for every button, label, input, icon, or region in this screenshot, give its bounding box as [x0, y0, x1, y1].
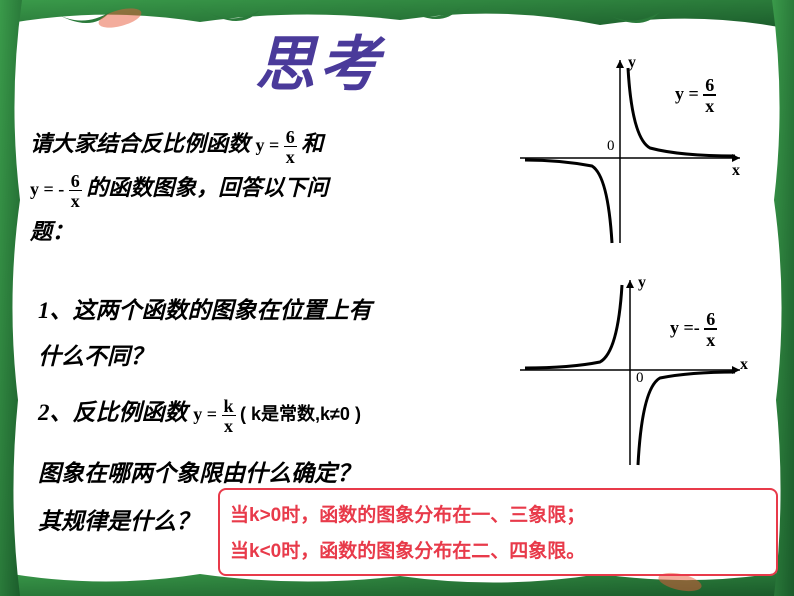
q1-line2: 什么不同？: [38, 344, 153, 369]
intro-line3: 题：: [30, 219, 74, 244]
q2-line2: 图象在哪两个象限由什么确定？: [38, 461, 360, 486]
answer-line1: 当k>0时，函数的图象分布在一、三象限；: [230, 498, 766, 534]
intro-text: 请大家结合反比例函数 y = 6x 和 y = - 6x 的函数图象，回答以下问…: [30, 122, 500, 254]
answer-box: 当k>0时，函数的图象分布在一、三象限； 当k<0时，函数的图象分布在二、四象限…: [218, 488, 778, 576]
graph1-ylabel: y: [628, 54, 636, 72]
graph1-fn-pre: y =: [675, 84, 699, 104]
graph2-fn-num: 6: [704, 310, 717, 330]
q2-eq-num: k: [222, 397, 236, 416]
q2-cond: ( k是常数,k≠0 ): [240, 404, 361, 424]
q2-line3: 其规律是什么？: [38, 509, 199, 534]
graph1-fn-num: 6: [703, 76, 716, 96]
eq1-lhs: y =: [256, 135, 280, 155]
eq2-num: 6: [69, 172, 82, 191]
graph2-ylabel: y: [638, 274, 646, 292]
question-2: 2、反比例函数 y = kx ( k是常数,k≠0 ): [38, 390, 498, 436]
question-1: 1、这两个函数的图象在位置上有 什么不同？: [38, 288, 498, 380]
intro-line1-pre: 请大家结合反比例函数: [30, 131, 250, 156]
q1-line1: 1、这两个函数的图象在位置上有: [38, 298, 372, 323]
intro-line2-post: 的函数图象，回答以下问: [86, 175, 328, 200]
graph-2: y x 0 y =- 6x: [500, 270, 760, 470]
graph2-xlabel: x: [740, 356, 748, 374]
graph2-fn-pre: y =-: [670, 318, 700, 338]
q2-eq-den: x: [222, 416, 236, 435]
eq1-den: x: [284, 147, 297, 166]
intro-line1-post: 和: [301, 131, 323, 156]
eq1-num: 6: [284, 128, 297, 147]
graph1-origin: 0: [607, 138, 615, 155]
graph2-fn: y =- 6x: [670, 310, 717, 349]
title-text: 思考: [255, 16, 383, 103]
q2-eq-lhs: y =: [193, 404, 217, 424]
eq2-den: x: [69, 191, 82, 210]
graph1-fn-den: x: [703, 96, 716, 115]
graph1-xlabel: x: [732, 162, 740, 180]
graph2-origin: 0: [636, 370, 644, 387]
graph1-fn: y = 6x: [675, 76, 716, 115]
q2-pre: 2、反比例函数: [38, 400, 193, 425]
answer-line2: 当k<0时，函数的图象分布在二、四象限。: [230, 534, 766, 570]
graph2-fn-den: x: [704, 330, 717, 349]
graph-1: y x 0 y = 6x: [500, 48, 760, 248]
eq2-lhs: y = -: [30, 179, 64, 199]
